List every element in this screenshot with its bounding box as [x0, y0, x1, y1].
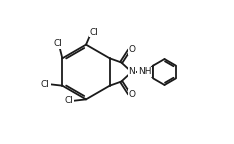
Text: N: N: [128, 68, 135, 76]
Text: Cl: Cl: [89, 28, 98, 37]
Text: Cl: Cl: [54, 39, 63, 48]
Text: Cl: Cl: [65, 96, 73, 105]
Text: Cl: Cl: [41, 80, 50, 89]
Text: O: O: [128, 45, 135, 54]
Text: O: O: [128, 90, 135, 99]
Text: NH: NH: [138, 68, 151, 76]
